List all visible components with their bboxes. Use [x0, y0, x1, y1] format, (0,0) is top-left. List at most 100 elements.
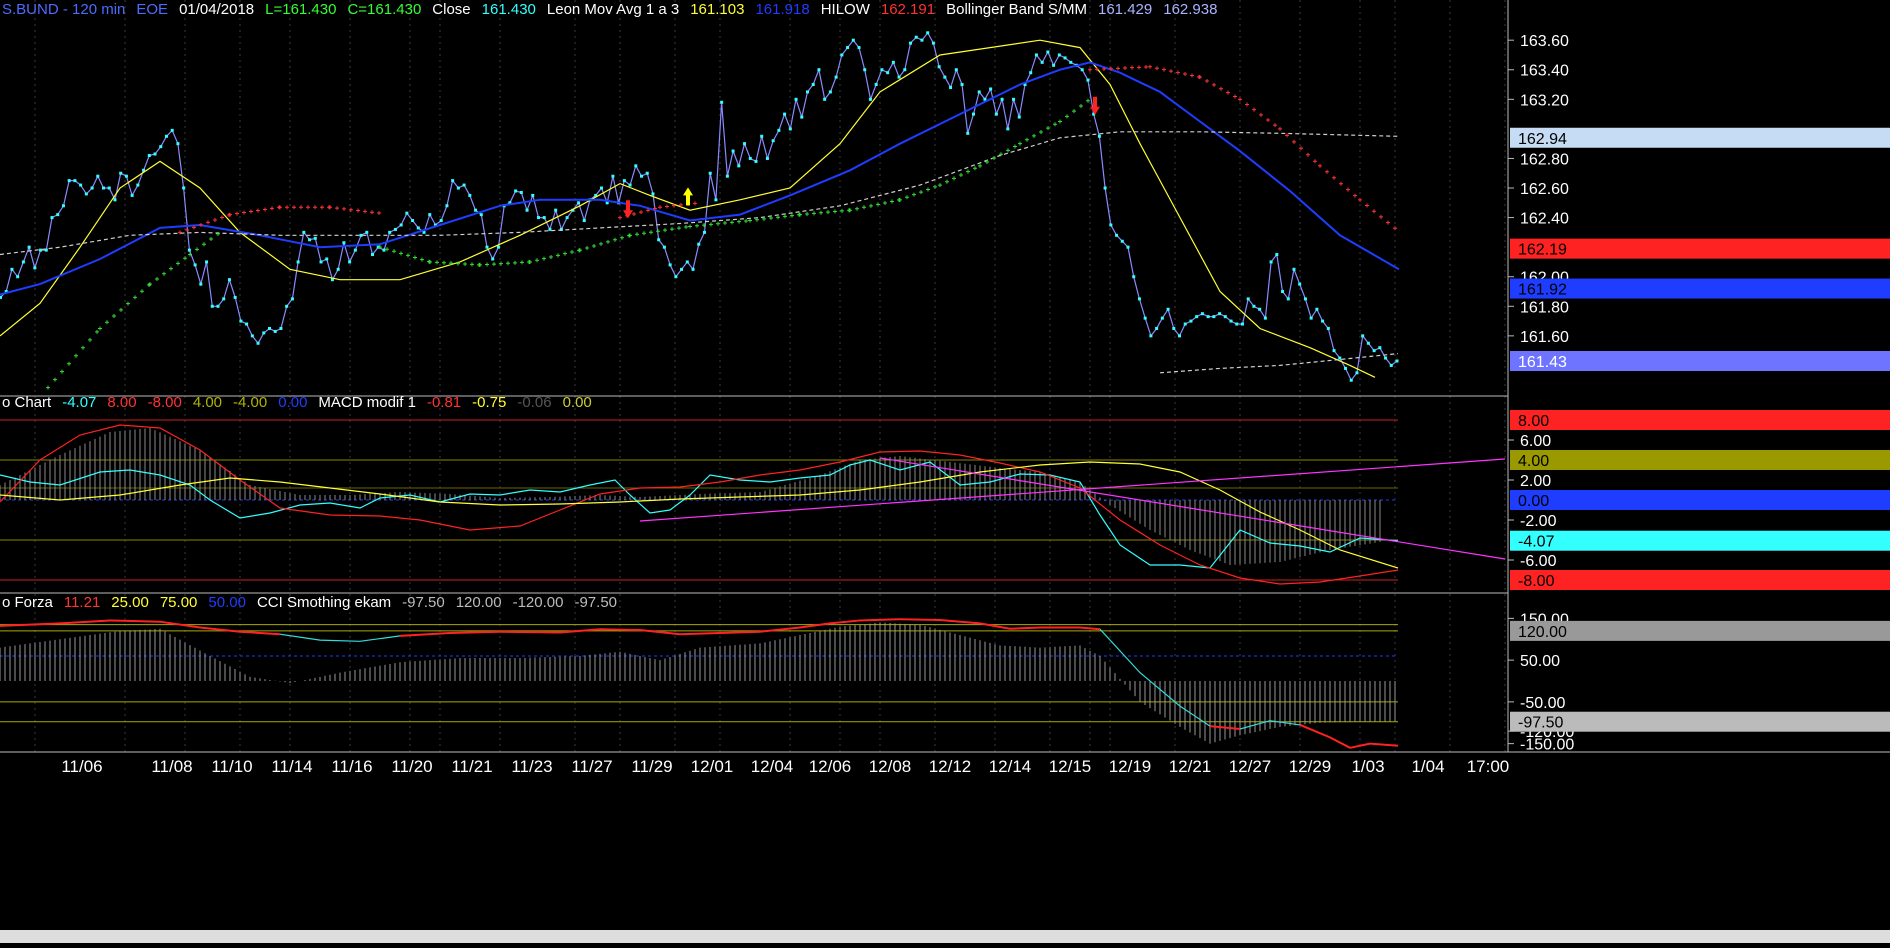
sma_slow-line[interactable]	[0, 61, 1400, 296]
macd_yellow-line[interactable]	[0, 461, 1399, 569]
hilow-marker	[1219, 86, 1223, 91]
hilow-marker	[1259, 112, 1263, 117]
close-point	[496, 245, 500, 249]
close-point	[456, 186, 460, 190]
hilow-marker	[520, 260, 524, 265]
x-axis-label: 11/20	[391, 757, 432, 776]
close-point	[708, 171, 712, 175]
close-point	[67, 179, 71, 183]
hilow-marker	[313, 205, 317, 210]
hilow-marker	[688, 224, 692, 229]
legend-item: CCI Smothing ekam	[257, 594, 391, 611]
close-point	[1120, 239, 1124, 243]
close-point	[10, 267, 14, 271]
hilow-marker	[249, 209, 253, 214]
close-point	[514, 189, 518, 193]
close-point	[250, 334, 254, 338]
x-axis-label: 12/08	[869, 757, 912, 776]
cci-panel[interactable]	[0, 618, 1399, 749]
hilow-marker	[1353, 193, 1357, 198]
close-point	[903, 68, 907, 72]
macd_red-line[interactable]	[0, 424, 1399, 585]
hilow-marker	[1095, 67, 1099, 72]
macd_cyan-line[interactable]	[0, 459, 1399, 569]
macd-panel[interactable]	[0, 419, 1506, 585]
hilow-marker	[1190, 73, 1194, 78]
price-panel[interactable]	[0, 31, 1400, 390]
hilow-marker	[1155, 66, 1159, 71]
trend_magenta_1-line[interactable]	[639, 458, 1506, 522]
close-point	[61, 204, 65, 208]
cci-extreme-segment	[559, 628, 601, 634]
close-point	[1395, 359, 1399, 363]
close-point	[1223, 315, 1227, 319]
hilow-marker	[1013, 144, 1017, 149]
close-point	[382, 248, 386, 252]
hilow-marker	[663, 228, 667, 233]
hilow-marker	[542, 256, 546, 261]
close-point	[1063, 56, 1067, 60]
close-point	[760, 134, 764, 138]
hilow-marker	[292, 205, 296, 210]
hilow-marker	[748, 218, 752, 223]
close-point	[691, 267, 695, 271]
close-point	[1338, 356, 1342, 360]
cci-extreme-segment	[859, 618, 901, 622]
hilow-marker	[1198, 75, 1202, 80]
x-axis-label: 17:00	[1467, 757, 1510, 776]
axis-tick-label: 50.00	[1520, 653, 1560, 670]
hilow-marker	[876, 202, 880, 207]
hilow-marker	[716, 221, 720, 226]
axis-value-label: -8.00	[1518, 573, 1555, 590]
close-point	[1200, 312, 1204, 316]
hilow-marker	[1137, 65, 1141, 70]
close-point	[1166, 307, 1170, 311]
hilow-marker	[1144, 64, 1148, 69]
close-point	[1126, 245, 1130, 249]
close-point	[909, 41, 913, 45]
boll_mid-line[interactable]	[0, 131, 1399, 256]
signal-arrow-down[interactable]	[623, 200, 633, 219]
hilow-marker	[1285, 133, 1289, 138]
close-point	[846, 46, 850, 50]
signal-arrow-down[interactable]	[1090, 96, 1100, 115]
macd_hist-histogram	[0, 428, 1381, 565]
close-point	[731, 149, 735, 153]
signal-arrow-up[interactable]	[683, 187, 693, 206]
hilow-marker	[463, 262, 467, 267]
close-point	[290, 297, 294, 301]
trend_magenta_2-line[interactable]	[879, 457, 1506, 560]
close-point	[313, 236, 317, 240]
hilow-marker	[46, 385, 50, 390]
hilow-marker	[406, 253, 410, 258]
close-point	[971, 112, 975, 116]
hilow-marker	[755, 217, 759, 222]
hilow-marker	[1212, 82, 1216, 87]
close-point	[737, 164, 741, 168]
x-axis-label: 12/14	[989, 757, 1032, 776]
close-point	[262, 331, 266, 335]
close-point	[388, 230, 392, 234]
close-point	[1246, 297, 1250, 301]
legend-item: Close	[432, 1, 470, 18]
close-point	[880, 68, 884, 72]
axis-value-label: 120.00	[1518, 624, 1567, 641]
hilow-marker	[270, 206, 274, 211]
close-point	[622, 179, 626, 183]
x-axis-label: 11/29	[631, 757, 672, 776]
close-point	[468, 193, 472, 197]
hilow-marker	[1325, 169, 1329, 174]
hilow-marker	[506, 261, 510, 266]
close-point	[1115, 233, 1119, 237]
hilow-marker	[632, 211, 636, 216]
hilow-marker	[1238, 97, 1242, 102]
hilow-marker	[1299, 146, 1303, 151]
close-point	[1275, 253, 1279, 257]
close-point	[273, 329, 277, 333]
close-point	[124, 174, 128, 178]
sma_fast-line[interactable]	[0, 39, 1376, 378]
boll_low-line[interactable]	[1159, 353, 1399, 374]
cci-extreme-segment	[1369, 742, 1399, 747]
close-point	[599, 186, 603, 190]
